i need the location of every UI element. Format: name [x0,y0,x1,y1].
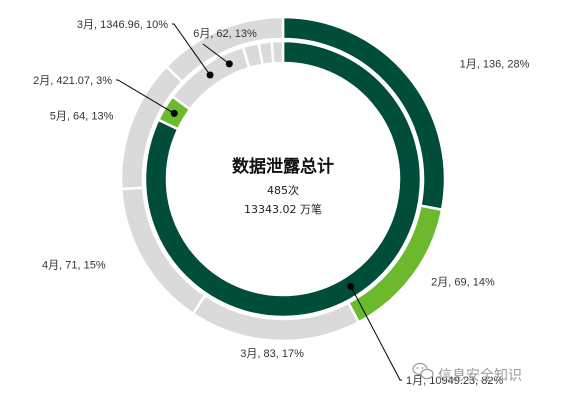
outer-label-6: 6月, 62, 13% [193,28,257,40]
inner-slice-6 [270,39,285,65]
center-count: 485次 [267,183,299,197]
chart-title: 数据泄露总计 [232,156,334,177]
center-records: 13343.02 万笔 [244,202,322,216]
outer-label-1: 1月, 136, 28% [460,59,530,71]
wechat-icon [412,362,434,380]
outer-label-4: 4月, 71, 15% [42,260,106,272]
watermark: 信息安全知识 [412,362,522,384]
inner-leader-2 [116,79,175,114]
inner-leader-1 [350,286,402,381]
leader-lines [116,23,402,381]
outer-label-5: 5月, 64, 13% [50,111,114,123]
outer-label-3: 3月, 83, 17% [240,348,304,360]
outer-slice-6 [164,15,285,84]
inner-leader-3 [172,23,211,76]
watermark-text: 信息安全知识 [438,367,522,384]
inner-label-3: 3月, 1346.96, 10% [77,19,168,31]
inner-slice-1 [143,39,423,319]
outer-label-2: 2月, 69, 14% [431,276,495,288]
inner-label-2: 2月, 421.07, 3% [33,75,112,87]
slice-labels: 1月, 136, 28% 2月, 69, 14% 3月, 83, 17% 4月, 71… [33,19,529,387]
inner-ring [143,39,423,319]
outer-leader-6 [202,43,230,65]
outer-ring [119,15,447,343]
